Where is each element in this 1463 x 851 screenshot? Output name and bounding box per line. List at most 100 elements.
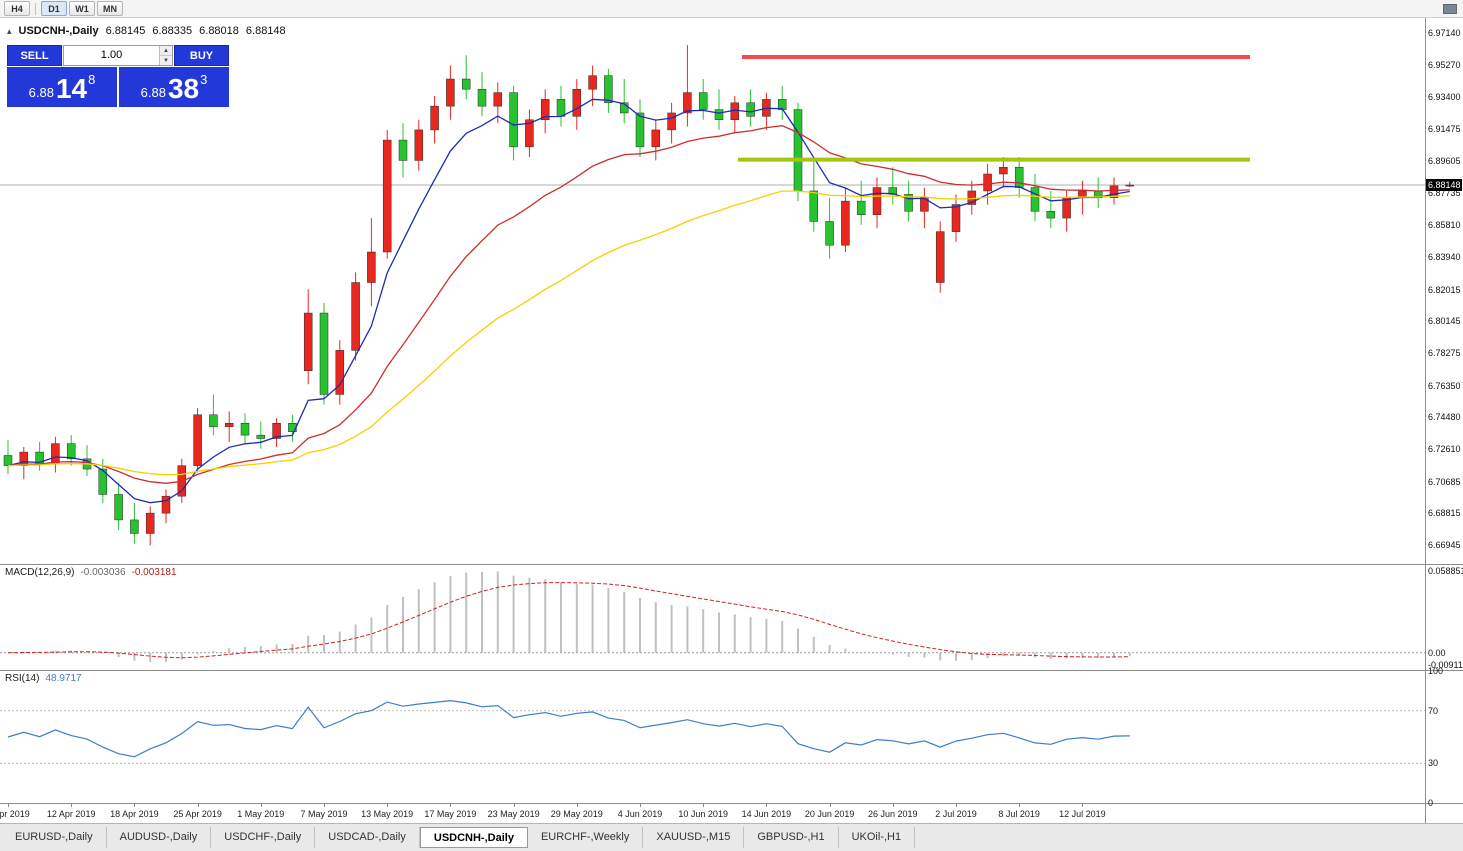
tab-usdchf-daily[interactable]: USDCHF-,Daily — [211, 827, 316, 848]
time-axis-tick — [703, 804, 705, 807]
time-axis-label: 14 Jun 2019 — [741, 809, 792, 819]
rsi-line — [7, 699, 1130, 758]
chart-area: ▴ USDCNH-,Daily 6.88145 6.88335 6.88018 … — [0, 18, 1463, 823]
tab-usdcad-daily[interactable]: USDCAD-,Daily — [315, 827, 420, 848]
axis-label: 6.66945 — [1428, 540, 1461, 551]
volume-field[interactable]: 1.00 ▲ ▼ — [63, 45, 173, 66]
axis-label: 6.76350 — [1428, 380, 1461, 391]
time-axis-label: 26 Jun 2019 — [868, 809, 918, 819]
price-chart-pane[interactable]: ▴ USDCNH-,Daily 6.88145 6.88335 6.88018 … — [0, 18, 1425, 564]
time-axis-tick — [513, 804, 515, 807]
time-axis-label: 4 Jun 2019 — [617, 809, 663, 819]
tab-xauusd-m15[interactable]: XAUUSD-,M15 — [643, 827, 745, 848]
time-axis-label: 29 May 2019 — [550, 809, 603, 819]
tab-ukoil-h1[interactable]: UKOil-,H1 — [839, 827, 916, 848]
time-axis-tick — [8, 804, 9, 807]
volume-value[interactable]: 1.00 — [100, 49, 123, 61]
time-axis-tick — [892, 804, 894, 807]
axis-label: 6.95270 — [1428, 59, 1461, 70]
candles-layer — [3, 45, 1135, 546]
axis-label: 100 — [1428, 666, 1444, 676]
pane-separator — [1426, 564, 1463, 565]
toolbar-right — [1443, 3, 1459, 14]
time-axis-tick — [576, 804, 578, 807]
tab-eurchf-weekly[interactable]: EURCHF-,Weekly — [528, 827, 644, 848]
time-axis-tick — [260, 804, 262, 807]
tab-audusd-daily[interactable]: AUDUSD-,Daily — [107, 827, 212, 848]
timeframe-button-d1[interactable]: D1 — [41, 1, 67, 16]
current-price-tag: 6.88148 — [1426, 179, 1462, 192]
time-axis-label: 12 Apr 2019 — [46, 809, 96, 819]
axis-label: 6.82015 — [1428, 284, 1461, 295]
sell-price-display[interactable]: 6.88 14 8 — [7, 67, 117, 107]
sell-price-point: 8 — [88, 72, 96, 87]
sell-price-pips: 14 — [55, 73, 88, 104]
tab-gbpusd-h1[interactable]: GBPUSD-,H1 — [744, 827, 839, 848]
axis-label: -0.009116 — [1428, 660, 1463, 671]
macd-signal-line — [7, 582, 1130, 659]
time-axis-label: 12 Jul 2019 — [1059, 809, 1106, 819]
collapse-panel-arrow-icon[interactable]: ▴ — [7, 25, 12, 36]
pane-separator — [1426, 670, 1463, 671]
time-axis-tick — [197, 804, 199, 807]
axis-label: 6.91475 — [1428, 124, 1461, 135]
axis-label: 0.00 — [1428, 647, 1446, 658]
tab-eurusd-daily[interactable]: EURUSD-,Daily — [2, 827, 107, 848]
macd-canvas[interactable] — [0, 565, 1425, 670]
volume-down-button[interactable]: ▼ — [160, 56, 172, 65]
axis-label: 6.68815 — [1428, 508, 1461, 519]
price-chart-canvas[interactable] — [0, 18, 1425, 564]
axis-label: 6.97140 — [1428, 28, 1461, 39]
macd-indicator-pane[interactable]: MACD(12,26,9) -0.003036 -0.003181 — [0, 564, 1425, 670]
chart-tabs-bar: EURUSD-,Daily AUDUSD-,Daily USDCHF-,Daily U… — [0, 823, 1463, 851]
timeframe-button-w1[interactable]: W1 — [69, 1, 95, 16]
axis-label: 6.74480 — [1428, 412, 1461, 423]
one-click-trading-panel: SELL 1.00 ▲ ▼ BUY 6.88 — [7, 45, 229, 107]
axis-label: 0.058851 — [1428, 566, 1463, 577]
timeframe-button-h4[interactable]: H4 — [4, 1, 30, 16]
time-axis-label: 2 Jul 2019 — [935, 809, 977, 819]
toolbar-corner-button[interactable] — [1443, 3, 1457, 14]
rsi-canvas[interactable] — [0, 671, 1425, 803]
axis-label: 6.93400 — [1428, 91, 1461, 102]
time-axis-tick — [1019, 804, 1021, 807]
ma-slow-yellow — [7, 190, 1130, 476]
buy-button[interactable]: BUY — [174, 45, 229, 66]
tab-usdcnh-daily[interactable]: USDCNH-,Daily — [419, 827, 528, 848]
toolbar: H4 D1 W1 MN — [0, 0, 1463, 18]
buy-price-display[interactable]: 6.88 38 3 — [119, 67, 229, 107]
time-axis-tick — [1082, 804, 1084, 807]
price-axis: 6.97140 6.95270 6.93400 6.91475 6.89605 6.877… — [1425, 18, 1463, 823]
buy-price-base: 6.88 — [140, 85, 166, 100]
time-axis-label: 25 Apr 2019 — [173, 809, 222, 819]
toolbar-separator — [35, 2, 36, 15]
time-axis-label: 8 Jul 2019 — [998, 809, 1040, 819]
chart-panes: ▴ USDCNH-,Daily 6.88145 6.88335 6.88018 … — [0, 18, 1425, 823]
axis-label: 6.85810 — [1428, 220, 1461, 231]
axis-label: 6.80145 — [1428, 316, 1461, 327]
time-axis: 8 Apr 2019 12 Apr 2019 18 Apr 2019 25 Apr 2… — [0, 803, 1425, 823]
axis-label: 0 — [1428, 798, 1434, 808]
axis-label: 6.89605 — [1428, 155, 1461, 166]
time-axis-tick — [450, 804, 452, 807]
timeframe-button-mn[interactable]: MN — [97, 1, 123, 16]
time-axis-label: 7 May 2019 — [300, 809, 348, 819]
time-axis-tick — [766, 804, 768, 807]
time-axis-tick — [134, 804, 136, 807]
volume-up-button[interactable]: ▲ — [160, 46, 172, 56]
trade-panel-prices: 6.88 14 8 6.88 38 3 — [7, 67, 229, 107]
ma-mid-red — [7, 125, 1130, 484]
buy-price-pips: 38 — [167, 73, 200, 104]
axis-label: 6.87735 — [1428, 187, 1461, 198]
rsi-indicator-pane[interactable]: RSI(14) 48.9717 — [0, 670, 1425, 803]
axis-label: 70 — [1428, 705, 1439, 716]
time-axis-label: 1 May 2019 — [237, 809, 285, 819]
axis-label: 30 — [1428, 758, 1439, 769]
buy-price-point: 3 — [200, 72, 208, 87]
sell-button[interactable]: SELL — [7, 45, 62, 66]
time-axis-tick — [956, 804, 957, 807]
time-axis-label: 8 Apr 2019 — [0, 809, 30, 819]
trade-panel-controls: SELL 1.00 ▲ ▼ BUY — [7, 45, 229, 66]
time-axis-tick — [324, 804, 325, 807]
